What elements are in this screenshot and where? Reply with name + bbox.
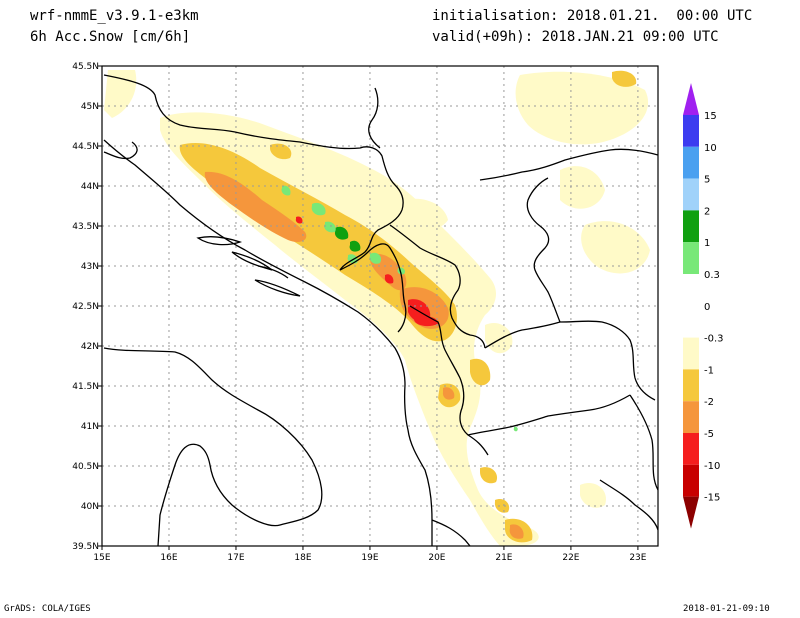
lon-label: 21E [495,553,512,563]
italy-coast [103,347,323,546]
lon-label: 23E [629,553,646,563]
lat-label: 45.5N [72,62,99,72]
lat-label: 45N [81,102,99,112]
colorbar-label: 1 [704,238,710,249]
grid-lines [102,66,658,546]
colorbar-label: -5 [704,429,714,440]
lat-label: 42.5N [72,302,99,312]
colorbar-segment [683,464,699,497]
croatia-coast [103,139,433,546]
colorbar-label: 5 [704,175,710,186]
lon-label: 19E [361,553,378,563]
lat-label: 40N [81,502,99,512]
valid-time: valid(+09h): 2018.JAN.21 09:00 UTC [432,29,719,45]
field-green [334,226,361,252]
field-light [104,70,650,546]
footer-left: GrADS: COLA/IGES [4,604,91,614]
colorbar-top-arrow [683,83,699,115]
colorbar-segment [683,401,699,433]
lat-label: 41.5N [72,382,99,392]
longitude-labels: 15E 16E 17E 18E 19E 20E 21E 22E 23E [93,553,646,563]
border-bulgaria [484,320,656,401]
colorbar-segment [683,115,699,147]
colorbar-label: -15 [704,493,720,504]
boundaries [103,74,658,546]
lon-label: 16E [160,553,177,563]
colorbar-segment [683,210,699,243]
lat-label: 42N [81,342,99,352]
border-macedonia-south [467,394,631,436]
border-romania [479,148,658,181]
colorbar-label: -1 [704,365,714,376]
colorbar-label: 0.3 [704,270,720,281]
model-title: wrf-nmmE_v3.9.1-e3km [30,8,199,24]
lon-label: 22E [562,553,579,563]
colorbar-segment [683,305,699,338]
colorbar-label: -0.3 [704,334,724,345]
colorbar-segment [683,146,699,179]
border-greece-turkey [629,394,658,491]
colorbar-label: 15 [704,111,717,122]
lat-label: 39.5N [72,542,99,552]
axis-ticks [98,65,639,550]
border-bosnia-east [339,209,403,271]
border-north [103,74,404,211]
field-title: 6h Acc.Snow [cm/6h] [30,29,191,45]
lon-label: 18E [294,553,311,563]
colorbar-bottom-arrow [683,496,699,529]
coast-east [599,479,658,531]
lon-label: 15E [93,553,110,563]
colorbar: 15 10 5 2 1 0.3 0 -0.3 -1 -2 -5 -10 -15 [683,83,724,529]
footer-right: 2018-01-21-09:10 [683,604,770,614]
colorbar-label: 10 [704,143,717,154]
island-4 [257,265,289,279]
lon-label: 20E [428,553,445,563]
colorbar-label: -2 [704,397,714,408]
colorbar-label: 2 [704,206,710,217]
lat-label: 41N [81,422,99,432]
colorbar-label: -10 [704,461,720,472]
colorbar-segment [683,274,699,306]
istria-coast [103,141,138,160]
init-time: initialisation: 2018.01.21. 00:00 UTC [432,8,753,24]
latitude-labels: 45.5N 45N 44.5N 44N 43.5N 43N 42.5N 42N 41.5N 41N… [72,62,99,552]
colorbar-segment [683,337,699,370]
colorbar-segment [683,242,699,274]
greek-coast [431,519,471,546]
lat-label: 40.5N [72,462,99,472]
border-kosovo [389,224,486,349]
island-1 [196,236,243,246]
lat-label: 43N [81,262,99,272]
colorbar-label: 0 [704,302,710,313]
lat-label: 44.5N [72,142,99,152]
border-bulgaria-north [526,177,561,323]
border-serbia-west [368,87,381,149]
lat-label: 44N [81,182,99,192]
snow-field [104,70,650,546]
lon-label: 17E [227,553,244,563]
border-montenegro [339,243,407,333]
colorbar-segment [683,433,699,465]
lat-label: 43.5N [72,222,99,232]
colorbar-segment [683,369,699,402]
island-3 [254,279,301,297]
colorbar-segment [683,178,699,211]
